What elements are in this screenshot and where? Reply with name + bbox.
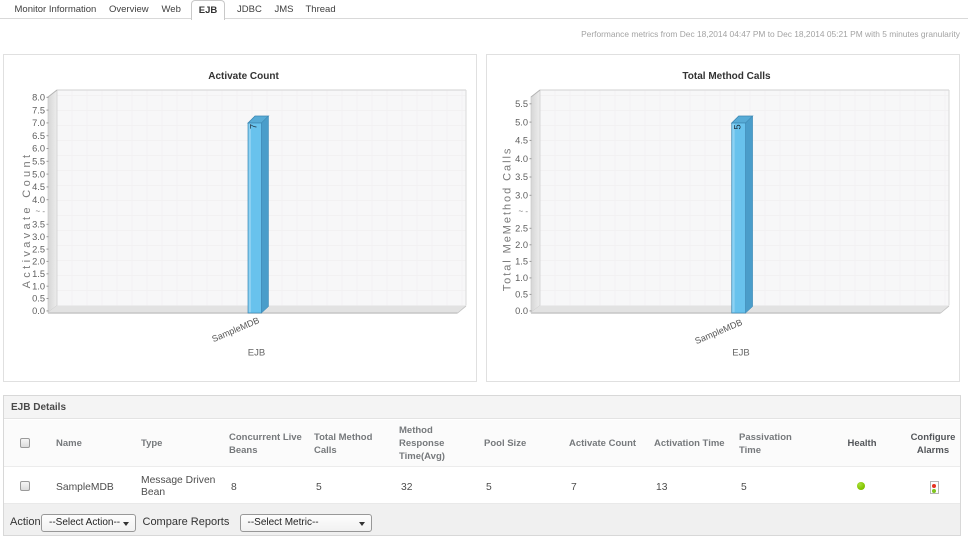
svg-text:1.0: 1.0 [515, 273, 528, 283]
svg-text:5.5: 5.5 [32, 157, 45, 167]
svg-text:Activavate Count: Activavate Count [21, 152, 33, 289]
svg-text:2.0: 2.0 [515, 240, 528, 250]
svg-text:2.5: 2.5 [515, 224, 528, 234]
svg-text:1.0: 1.0 [32, 281, 45, 291]
svg-text:4.5: 4.5 [515, 136, 528, 146]
svg-text:3.5: 3.5 [32, 220, 45, 230]
svg-text:7: 7 [249, 124, 260, 129]
svg-text:3.0: 3.0 [32, 232, 45, 242]
svg-text:4.0: 4.0 [32, 195, 45, 205]
svg-text:7.5: 7.5 [32, 105, 45, 115]
svg-text:0.5: 0.5 [32, 294, 45, 304]
svg-text:2.5: 2.5 [32, 244, 45, 254]
svg-text:5.0: 5.0 [32, 169, 45, 179]
svg-text:4.0: 4.0 [515, 154, 528, 164]
svg-text:1.5: 1.5 [32, 269, 45, 279]
svg-text:3.0: 3.0 [515, 191, 528, 201]
svg-text:7.0: 7.0 [32, 118, 45, 128]
svg-text:3.5: 3.5 [515, 172, 528, 182]
svg-text:EJB: EJB [248, 348, 265, 359]
svg-text:EJB: EJB [732, 348, 749, 359]
svg-text:SampleMDB: SampleMDB [210, 315, 260, 344]
svg-text:0.0: 0.0 [32, 306, 45, 316]
svg-text:~ -: ~ - [518, 207, 528, 216]
svg-text:5.0: 5.0 [515, 117, 528, 127]
svg-text:Total MeMethod Calls: Total MeMethod Calls [502, 147, 514, 292]
svg-text:0.0: 0.0 [515, 306, 528, 316]
svg-text:5: 5 [732, 124, 743, 129]
svg-text:4.5: 4.5 [32, 182, 45, 192]
svg-text:1.5: 1.5 [515, 257, 528, 267]
svg-text:~ -: ~ - [35, 207, 45, 216]
svg-text:8.0: 8.0 [32, 93, 45, 103]
svg-text:6.0: 6.0 [32, 144, 45, 154]
svg-text:5.5: 5.5 [515, 99, 528, 109]
svg-text:0.5: 0.5 [515, 290, 528, 300]
svg-text:6.5: 6.5 [32, 131, 45, 141]
svg-text:SampleMDB: SampleMDB [693, 317, 743, 346]
svg-text:2.0: 2.0 [32, 257, 45, 267]
